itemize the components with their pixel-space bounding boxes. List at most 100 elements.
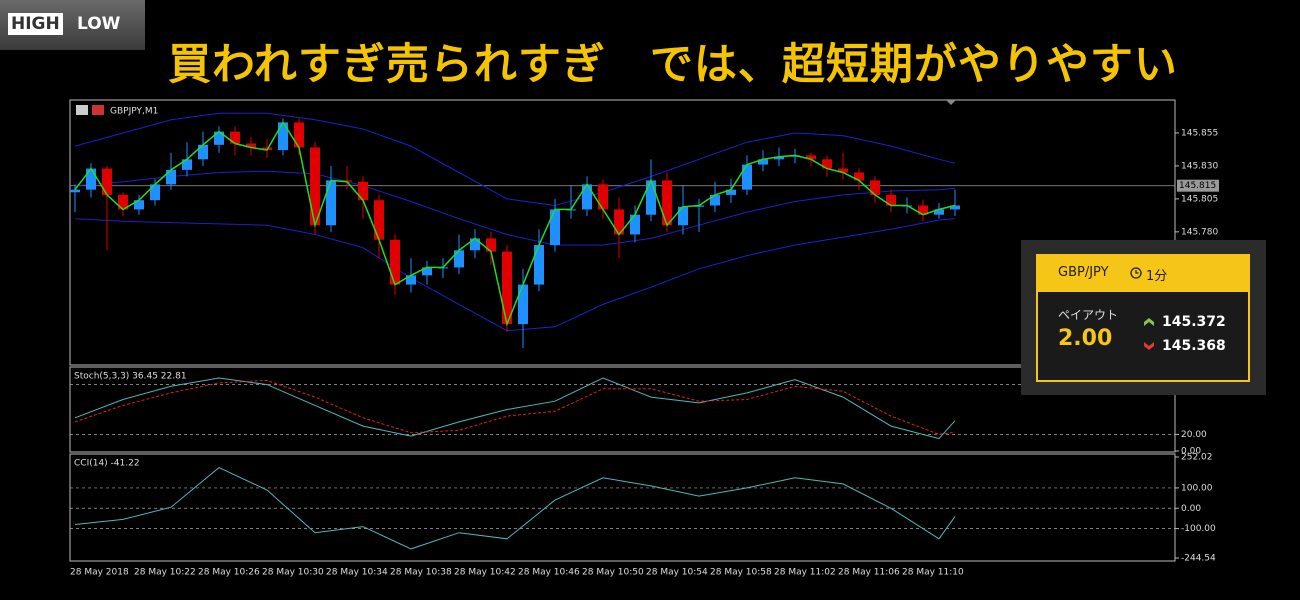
up-icon	[1144, 318, 1154, 326]
candle-body	[406, 275, 416, 285]
y-tick-label: 0.00	[1181, 504, 1201, 514]
candle-body	[278, 122, 288, 151]
candle-body	[582, 184, 592, 210]
y-tick-label: -244.54	[1181, 554, 1216, 564]
logo-low: LOW	[77, 14, 121, 34]
icon	[76, 105, 88, 115]
candle-body	[246, 143, 256, 148]
candle-body	[806, 155, 816, 160]
current-price-box	[1177, 179, 1219, 192]
candle-body	[822, 159, 832, 169]
candle-body	[102, 168, 112, 195]
x-tick-label: 28 May 2018	[70, 568, 129, 578]
x-tick-label: 28 May 10:34	[326, 568, 388, 578]
candle-body	[886, 194, 896, 206]
chart-title: GBPJPY,M1	[110, 107, 158, 117]
candle-body	[502, 251, 512, 325]
period: 1分	[1146, 269, 1168, 284]
close-line	[74, 120, 956, 327]
cci-title: CCI(14) -41.22	[74, 459, 140, 469]
candle-body	[454, 250, 464, 268]
y-tick-label: 145.855	[1181, 128, 1218, 138]
payout: 2.00	[1058, 326, 1113, 351]
candle-body	[710, 194, 720, 206]
indicator-line	[74, 379, 956, 435]
candle-body	[230, 131, 240, 144]
candle-body	[838, 168, 848, 173]
x-tick-label: 28 May 10:46	[518, 568, 580, 578]
y-tick-label: 145.780	[1181, 227, 1218, 237]
payout-label: ペイアウト	[1058, 308, 1119, 322]
candle-body	[598, 184, 608, 210]
logo-high: HIGH	[8, 13, 63, 35]
stoch-panel	[69, 366, 1176, 453]
candle-body	[742, 164, 752, 190]
clock-icon	[1130, 267, 1142, 279]
x-tick-label: 28 May 11:02	[774, 568, 836, 578]
y-tick-label: -100.00	[1181, 524, 1216, 534]
widget-body: ペイアウト 2.00 145.372 145.368	[1036, 292, 1250, 382]
candle-body	[758, 159, 768, 165]
logo: HIGH LOW	[0, 0, 145, 50]
candle-body	[550, 209, 560, 246]
cci-panel	[69, 453, 1176, 562]
y-tick-label: 145.830	[1181, 161, 1218, 171]
x-tick-label: 28 May 10:50	[582, 568, 644, 578]
candle-body	[422, 267, 432, 276]
candle-body	[518, 284, 528, 325]
y-tick-label: 252.02	[1181, 453, 1213, 463]
candle-body	[630, 214, 640, 235]
candle-body	[486, 238, 496, 252]
low-price: 145.368	[1162, 338, 1226, 354]
candle-body	[182, 159, 192, 170]
candle-body	[774, 156, 784, 160]
candle-body	[150, 184, 160, 201]
shift-marker	[946, 100, 956, 105]
x-tick-label: 28 May 10:42	[454, 568, 516, 578]
y-tick-label: 0.00	[1181, 447, 1201, 457]
candle-body	[534, 245, 544, 285]
candle-body	[86, 168, 96, 190]
icon	[92, 105, 104, 115]
candle-body	[950, 205, 960, 210]
candle-body	[678, 206, 688, 226]
y-tick-label: 20.00	[1181, 430, 1207, 440]
candle-body	[870, 180, 880, 195]
indicator-line	[74, 377, 956, 440]
candle-body	[198, 144, 208, 160]
x-tick-label: 28 May 10:30	[262, 568, 324, 578]
x-tick-label: 28 May 10:58	[710, 568, 772, 578]
indicator-line	[74, 467, 956, 550]
y-tick-label: 100.00	[1181, 483, 1213, 493]
bollinger-lower	[74, 218, 956, 332]
candle-body	[390, 239, 400, 285]
pair: GBP/JPY	[1058, 265, 1109, 280]
bollinger-middle	[74, 170, 956, 246]
x-tick-label: 28 May 10:54	[646, 568, 708, 578]
trade-widget: GBP/JPY 1分 ペイアウト 2.00 145.372 145.368	[1021, 240, 1266, 395]
candle-body	[310, 147, 320, 226]
headline: 買われすぎ売られすぎ では、超短期がやりやすい	[168, 40, 1178, 90]
candle-body	[934, 209, 944, 215]
candle-body	[70, 189, 80, 193]
candle-body	[662, 180, 672, 226]
x-tick-label: 28 May 10:22	[134, 568, 196, 578]
main-panel	[69, 99, 1176, 366]
candle-body	[294, 122, 304, 148]
widget-header: GBP/JPY 1分	[1036, 254, 1250, 292]
y-tick-label: 145.805	[1181, 194, 1218, 204]
candle-body	[646, 180, 656, 215]
candle-body	[726, 189, 736, 195]
x-tick-label: 28 May 11:10	[902, 568, 964, 578]
current-price-label: 145.815	[1179, 181, 1216, 191]
high-price: 145.372	[1162, 314, 1226, 330]
x-tick-label: 28 May 10:26	[198, 568, 260, 578]
candle-body	[918, 205, 928, 215]
candle-body	[374, 200, 384, 240]
candle-body	[358, 181, 368, 201]
x-tick-label: 28 May 10:38	[390, 568, 452, 578]
stoch-title: Stoch(5,3,3) 36.45 22.81	[74, 372, 187, 382]
candle-body	[118, 194, 128, 210]
bollinger-upper	[74, 112, 956, 207]
